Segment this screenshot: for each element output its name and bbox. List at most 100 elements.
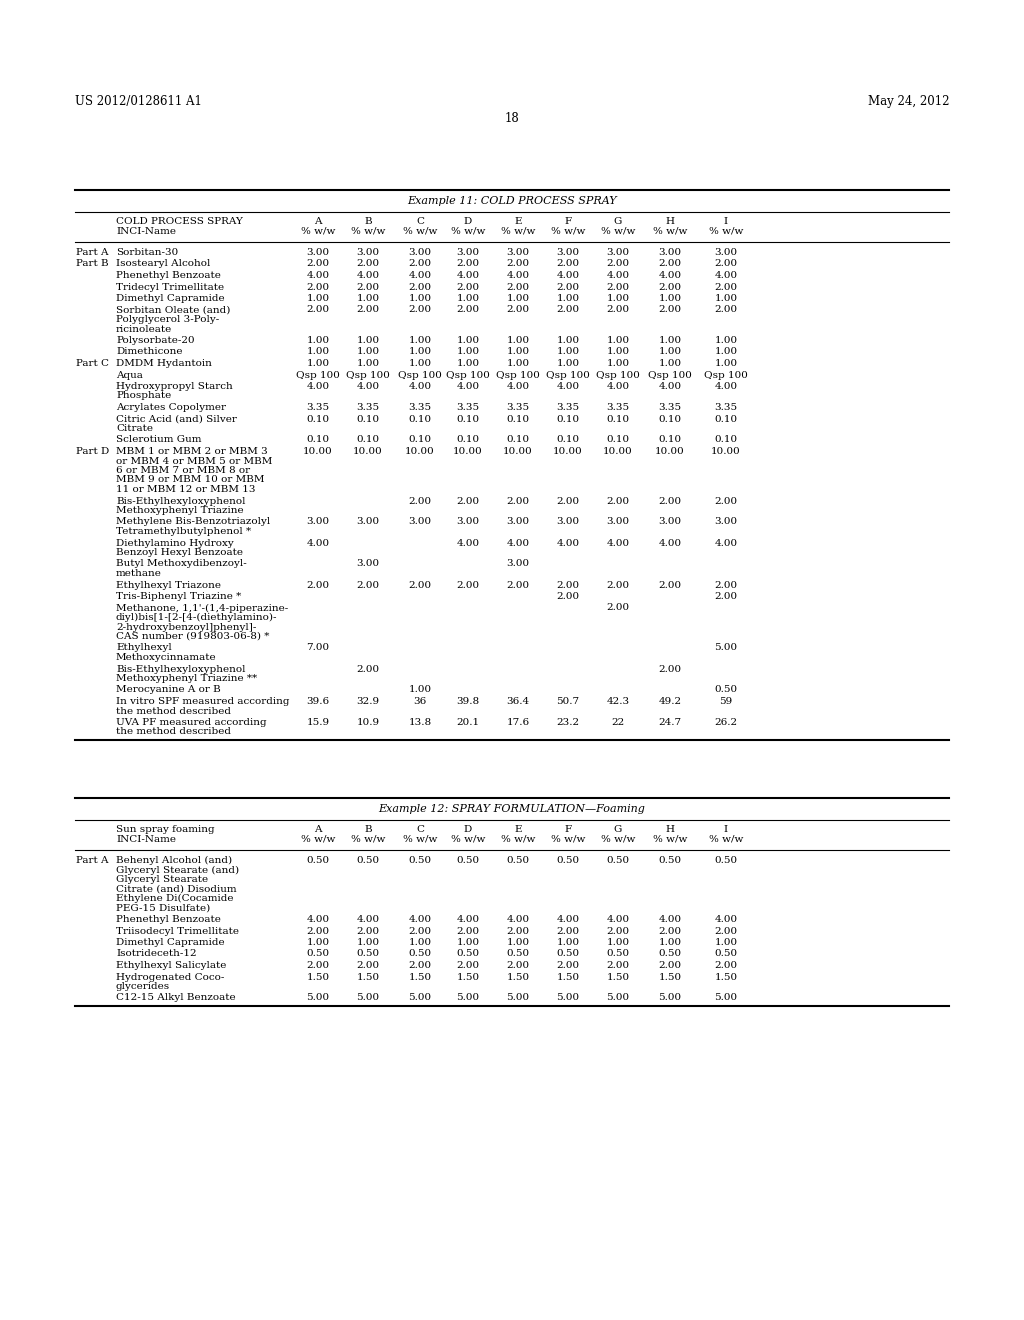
Text: 1.00: 1.00 [306, 337, 330, 345]
Text: C: C [416, 216, 424, 226]
Text: 3.00: 3.00 [715, 248, 737, 257]
Text: 2.00: 2.00 [306, 305, 330, 314]
Text: 0.10: 0.10 [556, 414, 580, 424]
Text: 1.00: 1.00 [409, 359, 431, 368]
Text: A: A [314, 216, 322, 226]
Text: % w/w: % w/w [601, 227, 635, 236]
Text: 3.00: 3.00 [457, 248, 479, 257]
Text: 7.00: 7.00 [306, 644, 330, 652]
Text: 5.00: 5.00 [507, 994, 529, 1002]
Text: 1.00: 1.00 [457, 347, 479, 356]
Text: Polysorbate-20: Polysorbate-20 [116, 337, 195, 345]
Text: 0.10: 0.10 [556, 436, 580, 445]
Text: 2.00: 2.00 [306, 581, 330, 590]
Text: 2.00: 2.00 [409, 282, 431, 292]
Text: 1.00: 1.00 [606, 294, 630, 304]
Text: 2.00: 2.00 [457, 961, 479, 970]
Text: 0.10: 0.10 [457, 414, 479, 424]
Text: 0.50: 0.50 [409, 855, 431, 865]
Text: 1.00: 1.00 [457, 337, 479, 345]
Text: 4.00: 4.00 [715, 381, 737, 391]
Text: 2.00: 2.00 [556, 961, 580, 970]
Text: 3.00: 3.00 [606, 248, 630, 257]
Text: 50.7: 50.7 [556, 697, 580, 706]
Text: % w/w: % w/w [601, 836, 635, 843]
Text: 1.00: 1.00 [658, 347, 682, 356]
Text: 2.00: 2.00 [658, 664, 682, 673]
Text: 0.50: 0.50 [409, 949, 431, 958]
Text: Methanone, 1,1'-(1,4-piperazine-: Methanone, 1,1'-(1,4-piperazine- [116, 603, 288, 612]
Text: 1.00: 1.00 [306, 347, 330, 356]
Text: 1.00: 1.00 [507, 347, 529, 356]
Text: 3.00: 3.00 [507, 560, 529, 569]
Text: 1.00: 1.00 [715, 359, 737, 368]
Text: 1.00: 1.00 [556, 294, 580, 304]
Text: 2.00: 2.00 [409, 305, 431, 314]
Text: 2.00: 2.00 [606, 603, 630, 612]
Text: 4.00: 4.00 [507, 271, 529, 280]
Text: B: B [365, 825, 372, 834]
Text: methane: methane [116, 569, 162, 578]
Text: 2.00: 2.00 [556, 581, 580, 590]
Text: 2-hydroxybenzoyl]phenyl]-: 2-hydroxybenzoyl]phenyl]- [116, 623, 256, 631]
Text: 2.00: 2.00 [507, 305, 529, 314]
Text: 11 or MBM 12 or MBM 13: 11 or MBM 12 or MBM 13 [116, 484, 256, 494]
Text: 1.50: 1.50 [658, 973, 682, 982]
Text: US 2012/0128611 A1: US 2012/0128611 A1 [75, 95, 202, 108]
Text: 2.00: 2.00 [658, 305, 682, 314]
Text: 1.00: 1.00 [356, 347, 380, 356]
Text: 2.00: 2.00 [658, 496, 682, 506]
Text: 4.00: 4.00 [457, 539, 479, 548]
Text: 2.00: 2.00 [507, 282, 529, 292]
Text: Butyl Methoxydibenzoyl-: Butyl Methoxydibenzoyl- [116, 560, 247, 569]
Text: Part A: Part A [76, 248, 109, 257]
Text: 5.00: 5.00 [606, 994, 630, 1002]
Text: 3.00: 3.00 [356, 248, 380, 257]
Text: % w/w: % w/w [709, 836, 743, 843]
Text: Diethylamino Hydroxy: Diethylamino Hydroxy [116, 539, 233, 548]
Text: 15.9: 15.9 [306, 718, 330, 727]
Text: 1.50: 1.50 [306, 973, 330, 982]
Text: MBM 1 or MBM 2 or MBM 3: MBM 1 or MBM 2 or MBM 3 [116, 447, 267, 455]
Text: Bis-Ethylhexyloxyphenol: Bis-Ethylhexyloxyphenol [116, 496, 246, 506]
Text: 2.00: 2.00 [658, 282, 682, 292]
Text: Bis-Ethylhexyloxyphenol: Bis-Ethylhexyloxyphenol [116, 664, 246, 673]
Text: 0.50: 0.50 [658, 855, 682, 865]
Text: 1.00: 1.00 [409, 337, 431, 345]
Text: F: F [564, 825, 571, 834]
Text: Phenethyl Benzoate: Phenethyl Benzoate [116, 915, 221, 924]
Text: 4.00: 4.00 [457, 271, 479, 280]
Text: Benzoyl Hexyl Benzoate: Benzoyl Hexyl Benzoate [116, 548, 243, 557]
Text: 5.00: 5.00 [715, 994, 737, 1002]
Text: I: I [724, 825, 728, 834]
Text: 0.10: 0.10 [409, 414, 431, 424]
Text: 39.8: 39.8 [457, 697, 479, 706]
Text: % w/w: % w/w [301, 227, 335, 236]
Text: 1.50: 1.50 [457, 973, 479, 982]
Text: 2.00: 2.00 [507, 260, 529, 268]
Text: 1.00: 1.00 [507, 359, 529, 368]
Text: COLD PROCESS SPRAY: COLD PROCESS SPRAY [116, 216, 243, 226]
Text: % w/w: % w/w [451, 227, 485, 236]
Text: Methoxyphenyl Triazine: Methoxyphenyl Triazine [116, 506, 244, 515]
Text: 0.10: 0.10 [507, 414, 529, 424]
Text: 59: 59 [720, 697, 732, 706]
Text: 1.00: 1.00 [356, 939, 380, 946]
Text: 1.00: 1.00 [409, 685, 431, 694]
Text: Ethylhexyl Salicylate: Ethylhexyl Salicylate [116, 961, 226, 970]
Text: 1.00: 1.00 [409, 347, 431, 356]
Text: 2.00: 2.00 [606, 305, 630, 314]
Text: 2.00: 2.00 [606, 496, 630, 506]
Text: 2.00: 2.00 [356, 927, 380, 936]
Text: 3.35: 3.35 [715, 403, 737, 412]
Text: % w/w: % w/w [402, 227, 437, 236]
Text: Dimethicone: Dimethicone [116, 347, 182, 356]
Text: % w/w: % w/w [351, 227, 385, 236]
Text: 10.00: 10.00 [303, 447, 333, 455]
Text: Qsp 100: Qsp 100 [546, 371, 590, 380]
Text: 10.00: 10.00 [353, 447, 383, 455]
Text: 0.50: 0.50 [556, 949, 580, 958]
Text: Example 12: SPRAY FORMULATION—Foaming: Example 12: SPRAY FORMULATION—Foaming [379, 804, 645, 814]
Text: % w/w: % w/w [351, 836, 385, 843]
Text: 4.00: 4.00 [457, 381, 479, 391]
